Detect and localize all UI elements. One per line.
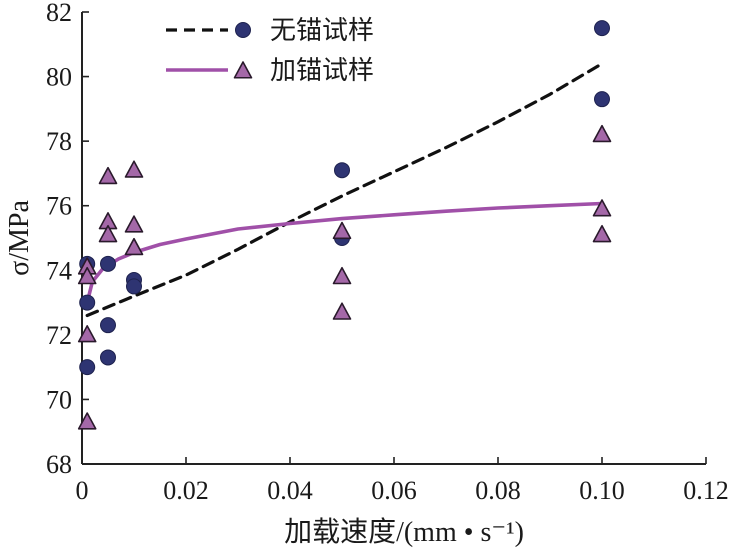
y-axis-title: σ/MPa — [4, 200, 35, 276]
y-tick-label: 68 — [46, 450, 72, 479]
data-point-series-2 — [592, 124, 612, 143]
x-tick-label: 0.06 — [371, 476, 417, 505]
y-tick-label: 76 — [46, 192, 72, 221]
data-point-series-2 — [332, 221, 352, 240]
data-point-series-2 — [592, 199, 612, 217]
data-point-series-2 — [77, 266, 97, 285]
data-point-series-2 — [98, 224, 118, 243]
data-point-series-1 — [126, 278, 142, 295]
legend-label-series-1: 无锚试样 — [270, 16, 374, 46]
y-tick-label: 70 — [46, 385, 72, 414]
fit-line-series-2 — [85, 201, 604, 305]
y-tick-label: 78 — [46, 127, 72, 156]
data-point-series-1 — [79, 359, 96, 376]
y-tick-label: 72 — [46, 321, 72, 350]
data-point-series-2 — [332, 302, 352, 320]
data-point-series-2 — [332, 266, 352, 285]
legend-marker-series-2 — [233, 61, 253, 79]
x-tick-label: 0.10 — [579, 476, 625, 505]
x-tick-label: 0 — [76, 476, 89, 505]
data-point-series-2 — [98, 166, 118, 185]
y-tick-label: 74 — [46, 256, 72, 285]
data-point-series-1 — [334, 162, 350, 179]
x-tick-label: 0.02 — [163, 476, 209, 505]
x-axis-title: 加载速度/(mm • s⁻¹) — [284, 516, 524, 548]
data-point-series-1 — [594, 20, 610, 37]
data-point-series-1 — [100, 349, 116, 366]
fit-line-series-1 — [85, 62, 604, 318]
data-markers — [77, 20, 612, 430]
x-tick-label: 0.12 — [683, 476, 729, 505]
y-tick-label: 82 — [46, 0, 72, 27]
data-point-series-2 — [77, 325, 97, 343]
data-point-series-2 — [124, 215, 144, 233]
data-point-series-1 — [100, 317, 116, 334]
data-point-series-1 — [79, 294, 96, 311]
x-tick-label: 0.04 — [267, 476, 313, 505]
data-point-series-2 — [124, 160, 144, 178]
legend-label-series-2: 加锚试样 — [270, 56, 374, 86]
data-point-series-2 — [77, 412, 97, 430]
y-tick-label: 80 — [46, 63, 72, 92]
data-point-series-2 — [124, 237, 144, 256]
axes: 0 0.02 0.04 0.06 0.08 0.10 0.12 68 70 72 74 76 78 80 8… — [4, 0, 729, 548]
data-point-series-1 — [594, 91, 610, 108]
data-point-series-1 — [100, 255, 116, 272]
legend-marker-series-1 — [235, 22, 251, 38]
x-tick-label: 0.08 — [475, 476, 521, 505]
data-point-series-2 — [592, 224, 612, 243]
